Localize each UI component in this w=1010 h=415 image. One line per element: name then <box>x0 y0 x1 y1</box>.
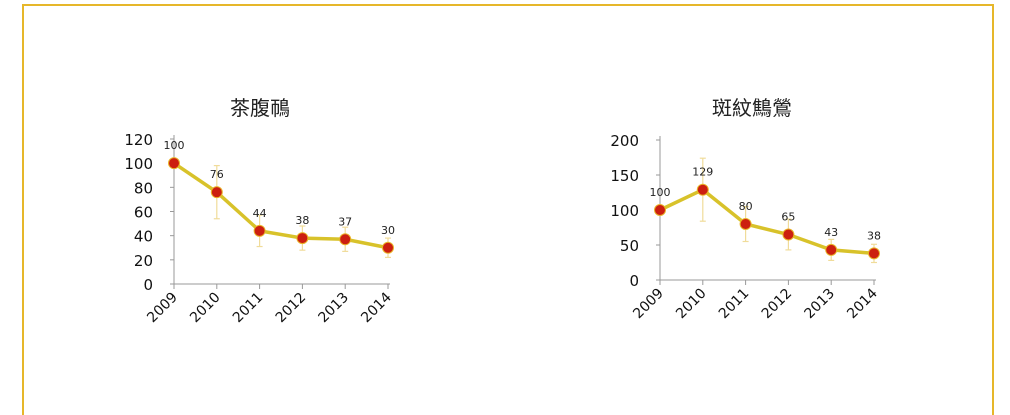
x-tick-label: 2009 <box>630 286 667 323</box>
y-tick-label: 20 <box>134 252 153 270</box>
data-label: 80 <box>739 200 753 213</box>
x-tick-label: 2012 <box>273 290 310 327</box>
data-point <box>210 186 223 199</box>
x-tick-label: 2010 <box>673 286 710 323</box>
y-tick-label: 100 <box>124 155 153 173</box>
x-tick-label: 2010 <box>187 290 224 327</box>
x-tick-label: 2011 <box>230 290 267 327</box>
chart-nuthatch: 0 20 40 60 80 100 120 2009 2010 2011 2012 2013 2014 1… <box>124 131 395 326</box>
data-point <box>654 204 666 216</box>
x-tick-label: 2013 <box>802 286 839 323</box>
series-line <box>659 187 875 256</box>
data-point <box>868 247 880 260</box>
data-label: 129 <box>692 166 713 179</box>
data-point <box>168 157 180 170</box>
data-point <box>696 183 709 196</box>
data-label: 44 <box>253 207 267 220</box>
chart-prinia: 0 50 100 150 200 2009 2010 2011 2012 2013 2014 100 1… <box>610 132 881 322</box>
data-label: 43 <box>824 226 838 239</box>
x-tick-label: 2014 <box>844 285 881 322</box>
data-label: 65 <box>781 211 795 224</box>
y-tick-label: 200 <box>610 132 639 150</box>
data-label: 30 <box>381 224 395 237</box>
y-tick-label: 100 <box>610 202 639 220</box>
data-label: 38 <box>295 214 309 227</box>
series-line <box>173 161 389 250</box>
figure-frame <box>22 4 994 415</box>
y-tick-label: 50 <box>620 237 639 255</box>
data-label: 37 <box>338 215 352 228</box>
y-tick-label: 120 <box>124 131 153 149</box>
data-point <box>782 228 795 241</box>
data-label: 38 <box>867 229 881 242</box>
chart-title-1: 茶腹鳾 <box>230 96 290 120</box>
x-tick-label: 2012 <box>759 286 796 323</box>
data-point <box>825 243 838 256</box>
data-point <box>296 232 309 245</box>
x-tick-label: 2011 <box>716 286 753 323</box>
data-label: 100 <box>164 139 185 152</box>
y-tick-label: 0 <box>143 276 153 294</box>
data-label: 76 <box>210 168 224 181</box>
y-tick-label: 150 <box>610 167 639 185</box>
chart-title-2: 斑紋鷦鶯 <box>712 96 792 120</box>
data-label: 100 <box>650 186 671 199</box>
y-tick-label: 0 <box>629 272 639 290</box>
y-tick-label: 60 <box>134 204 153 222</box>
data-point <box>339 233 352 246</box>
data-point <box>382 241 394 254</box>
y-tick-label: 80 <box>134 179 153 197</box>
x-tick-label: 2013 <box>316 290 353 327</box>
y-tick-label: 40 <box>134 228 153 246</box>
x-tick-label: 2014 <box>358 289 395 326</box>
x-tick-label: 2009 <box>144 290 181 327</box>
data-point <box>739 218 752 230</box>
data-point <box>253 224 266 237</box>
